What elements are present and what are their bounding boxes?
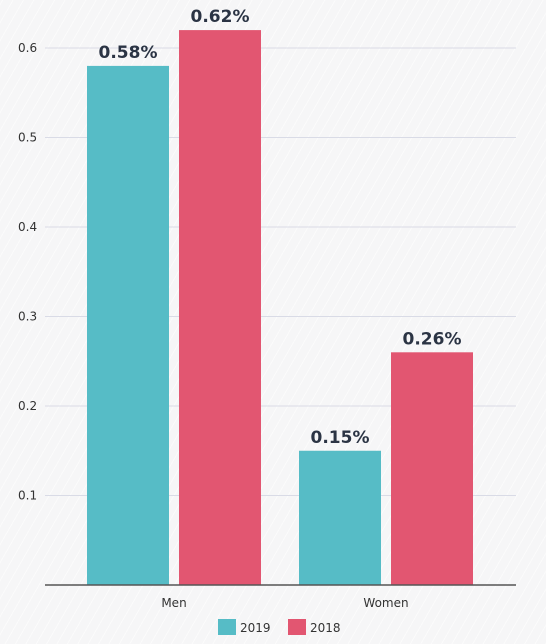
bars: 0.58% 0.62% 0.15% 0.26%: [87, 7, 473, 586]
data-label: 0.15%: [311, 428, 370, 448]
y-tick-label: 0.1: [18, 489, 37, 503]
legend: 2019 2018: [218, 619, 341, 635]
y-tick-label: 0.6: [18, 41, 37, 55]
y-axis: 0.1 0.2 0.3 0.4 0.5 0.6: [18, 41, 37, 503]
bar-women-2019: [299, 450, 381, 585]
y-tick-label: 0.3: [18, 310, 37, 324]
legend-swatch: [288, 619, 306, 635]
x-category-label: Women: [363, 596, 408, 610]
bar-men-2018: [179, 30, 261, 586]
data-label: 0.58%: [99, 43, 158, 63]
legend-swatch: [218, 619, 236, 635]
x-category-label: Men: [161, 596, 186, 610]
bar-men-2019: [87, 65, 169, 585]
data-label: 0.26%: [403, 329, 462, 349]
bar-women-2018: [391, 352, 473, 585]
y-tick-label: 0.5: [18, 131, 37, 145]
legend-label: 2018: [310, 621, 341, 635]
data-label: 0.62%: [191, 7, 250, 27]
legend-label: 2019: [240, 621, 271, 635]
y-tick-label: 0.4: [18, 220, 37, 234]
x-axis: Men Women: [161, 596, 408, 610]
y-tick-label: 0.2: [18, 399, 37, 413]
